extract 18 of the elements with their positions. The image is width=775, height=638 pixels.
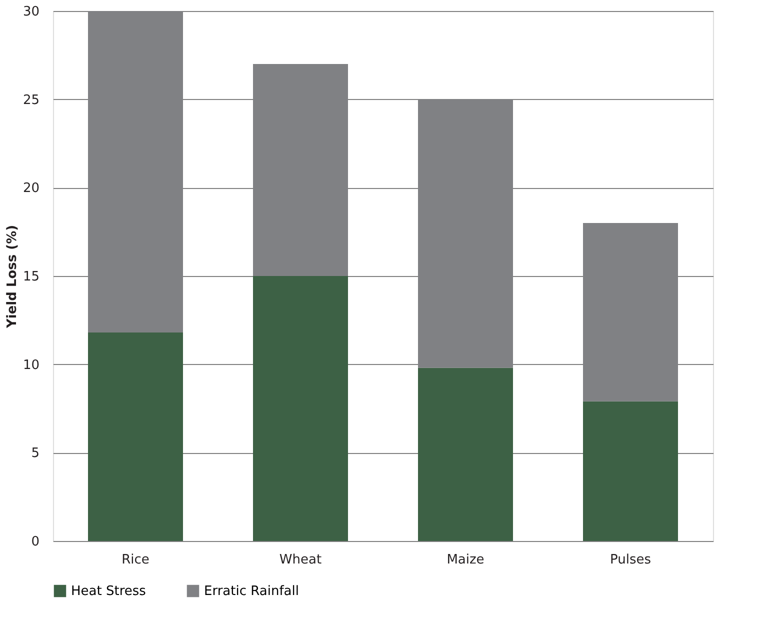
- x-tick-label: Rice: [122, 552, 150, 568]
- bar: [253, 276, 348, 541]
- bar: [583, 401, 678, 541]
- bar: [88, 332, 183, 541]
- y-tick-label: 5: [31, 446, 40, 462]
- bar: [418, 368, 513, 541]
- x-tick-label: Pulses: [610, 552, 652, 568]
- y-tick-label: 15: [22, 270, 40, 284]
- x-tick-label: Maize: [446, 552, 484, 568]
- y-axis-title: Yield Loss (%): [4, 224, 20, 330]
- legend-label: Heat Stress: [71, 584, 146, 599]
- y-tick-label: 25: [22, 92, 40, 108]
- y-tick-label: 10: [22, 358, 40, 373]
- y-tick-label: 30: [22, 4, 40, 20]
- y-tick-label: 20: [22, 181, 40, 196]
- legend-label: Erratic Rainfall: [204, 584, 299, 599]
- y-tick-label: 0: [31, 534, 40, 550]
- x-tick-label: Wheat: [279, 552, 322, 568]
